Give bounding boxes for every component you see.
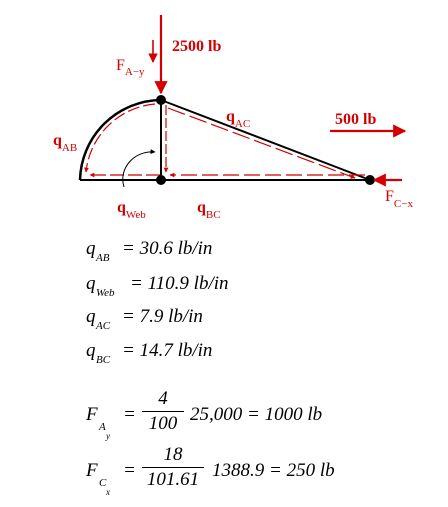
equation-f-ay: F A y = 4 100 25,000 = 1000 lb (86, 388, 323, 441)
joints (156, 95, 375, 185)
arc-ab (78, 98, 162, 181)
joint-c (365, 175, 375, 185)
f-cx-label: FC−x (385, 188, 413, 210)
joint-a (156, 95, 166, 105)
flow-arrow-ab (84, 103, 156, 173)
web-pointer-arrow (122, 149, 156, 188)
joint-b (156, 175, 166, 185)
shear-flow-arrows (84, 103, 365, 179)
flow-arrow-ac (167, 107, 356, 179)
equation-f-cx: F C x = 18 101.61 1388.9 = 250 lb (86, 444, 335, 497)
member-ac (160, 99, 371, 181)
shear-flow-diagram: 2500 lb 500 lb FA−y qAB qAC qWeb qBC FC−… (53, 15, 413, 221)
q-ac-label: qAC (226, 108, 250, 130)
load-2500-label: 2500 lb (172, 38, 221, 55)
q-ab-label: qAB (53, 132, 77, 154)
structure (78, 98, 371, 181)
load-500-label: 500 lb (335, 111, 376, 128)
f-ay-label: FA−y (116, 57, 145, 78)
applied-loads (148, 15, 407, 187)
q-web-label: qWeb (117, 199, 146, 221)
q-bc-label: qBC (197, 199, 221, 221)
